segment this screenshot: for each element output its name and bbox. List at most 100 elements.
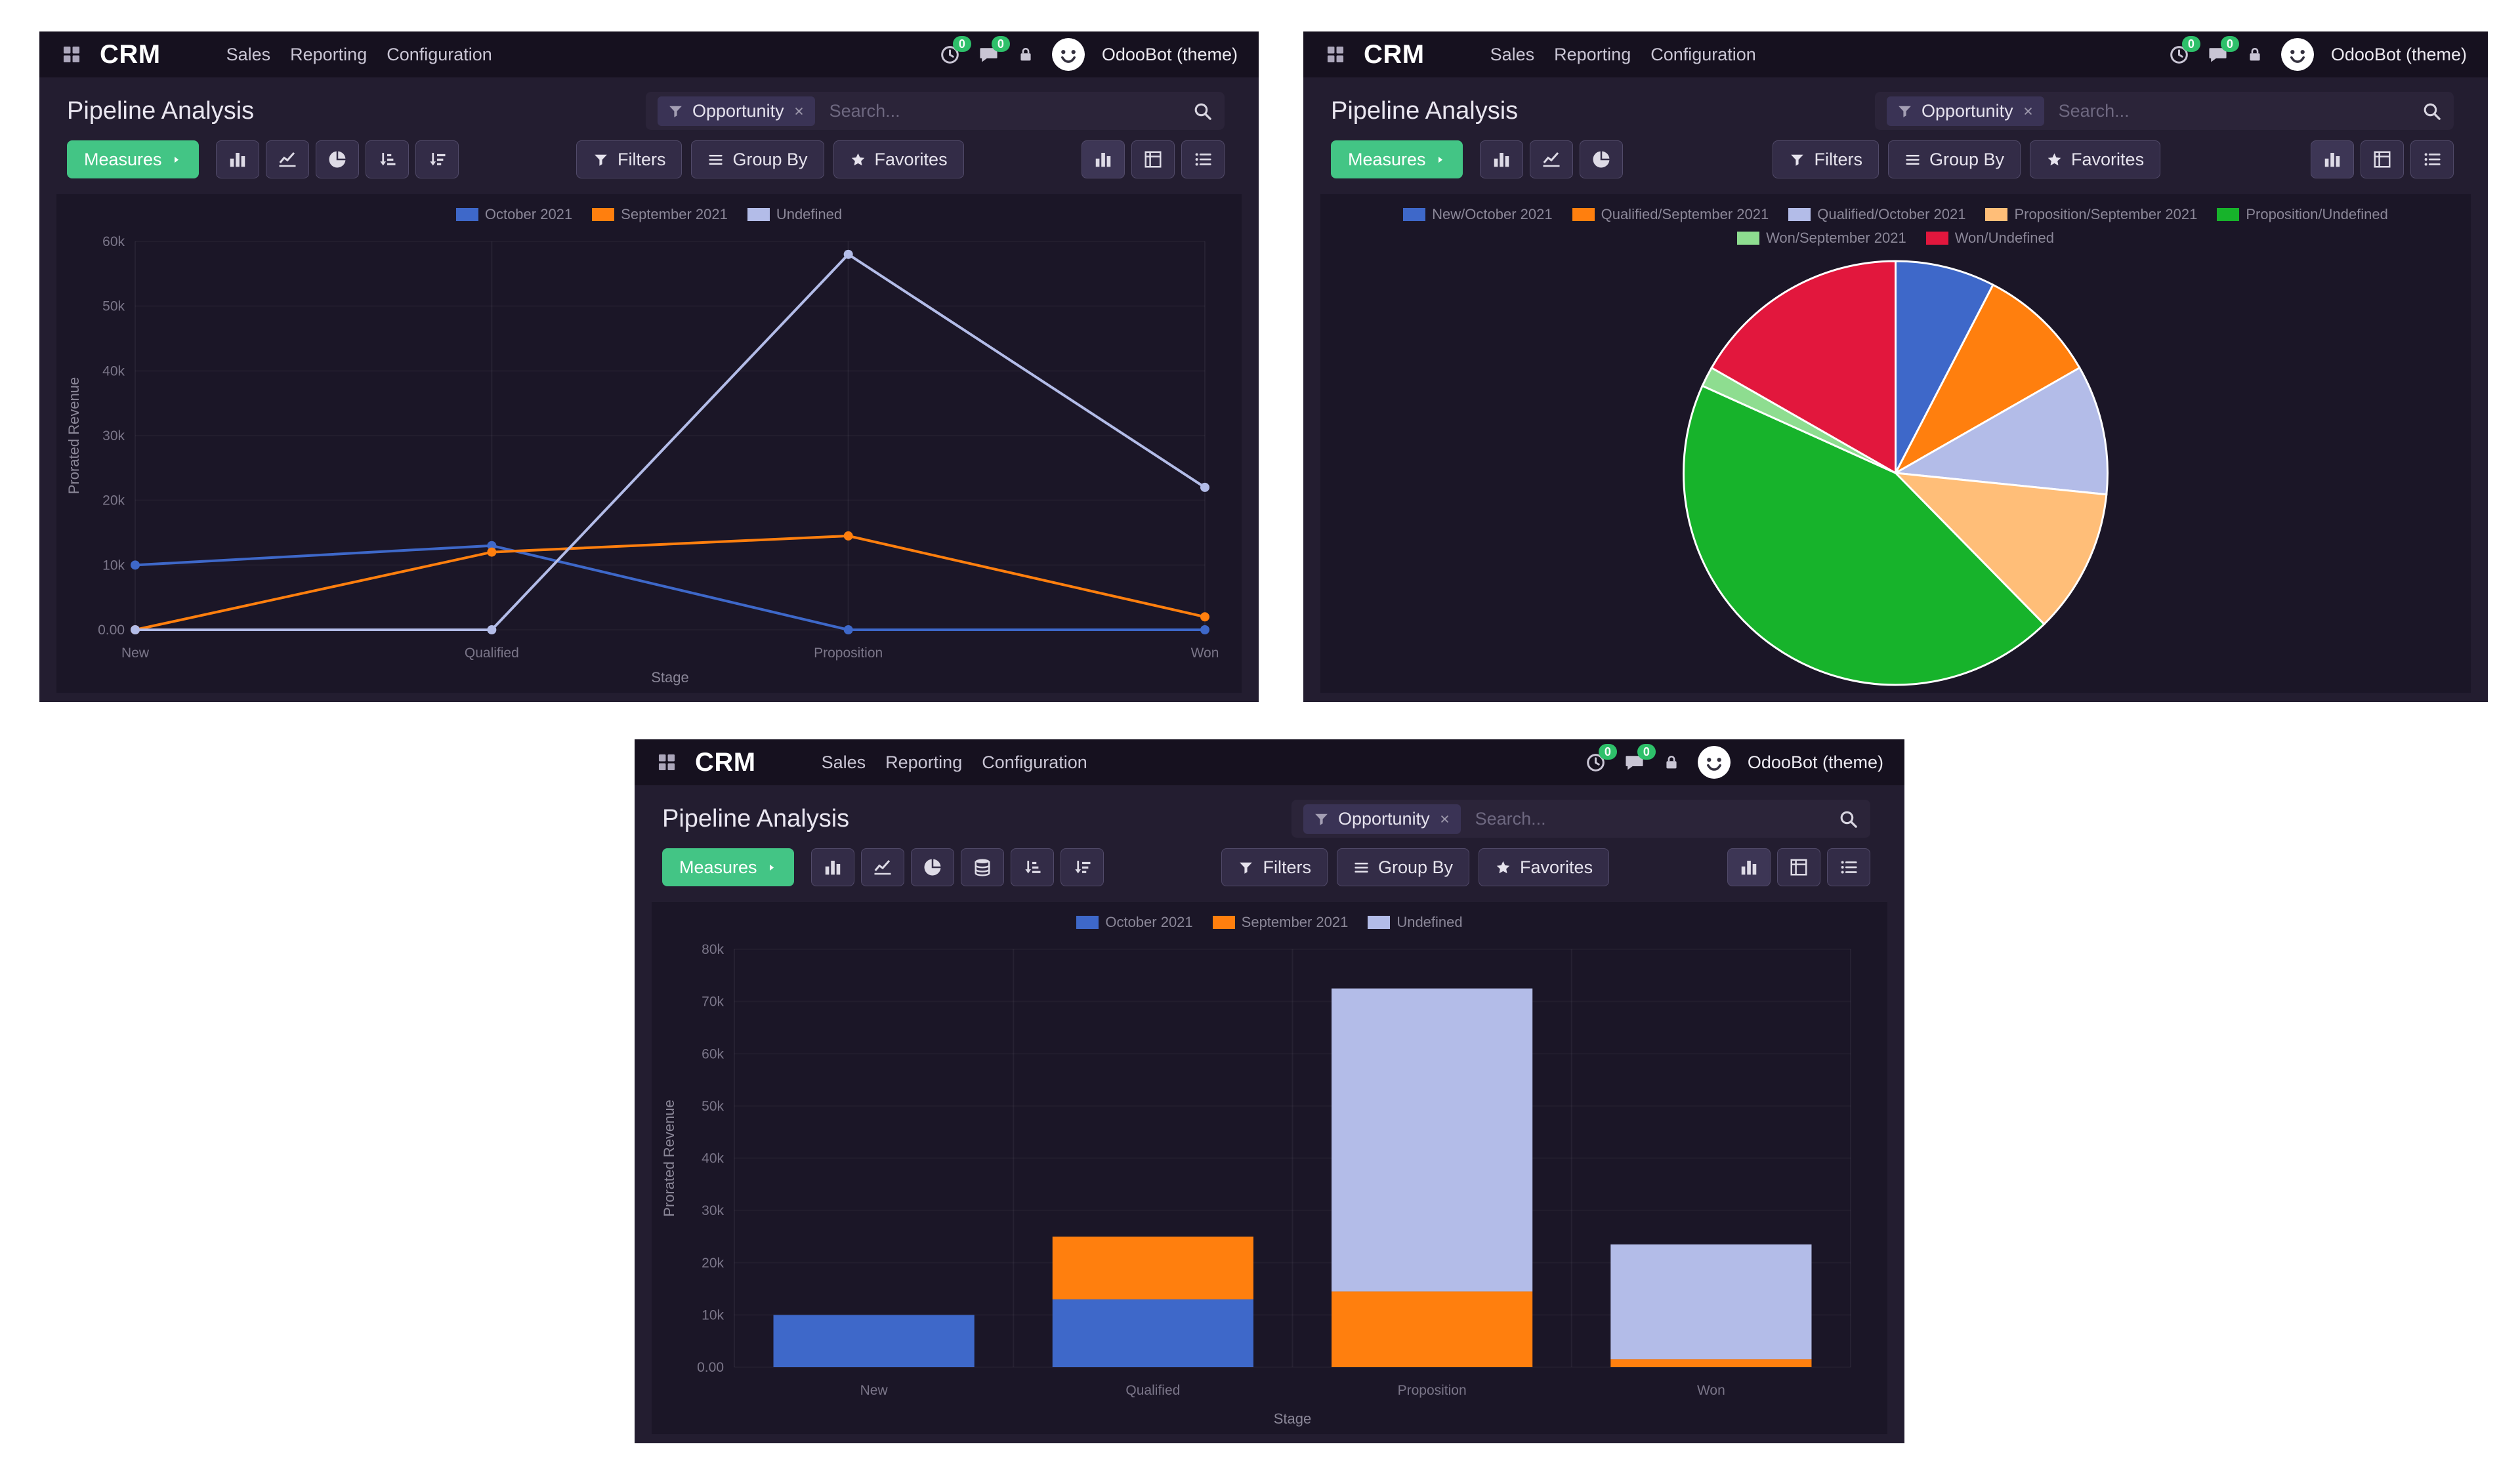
- menu-configuration[interactable]: Configuration: [982, 752, 1087, 772]
- bar-segment[interactable]: [1332, 988, 1533, 1292]
- menu-configuration[interactable]: Configuration: [1650, 44, 1756, 64]
- pie-chart-button[interactable]: [1579, 140, 1623, 178]
- menu-configuration[interactable]: Configuration: [387, 44, 492, 64]
- pie-slice[interactable]: [1683, 384, 2046, 686]
- search-box[interactable]: Opportunity Search...: [1875, 92, 2454, 130]
- data-point[interactable]: [843, 531, 853, 541]
- graph-view-button[interactable]: [1082, 140, 1125, 178]
- legend-item[interactable]: Won/Undefined: [1925, 230, 2054, 247]
- legend-item[interactable]: Qualified/September 2021: [1572, 206, 1769, 223]
- pie-slice[interactable]: [1892, 366, 2109, 496]
- data-point[interactable]: [1200, 612, 1209, 622]
- pie-chart-button[interactable]: [910, 848, 954, 886]
- user-avatar[interactable]: [2280, 38, 2314, 71]
- user-name[interactable]: OdooBot (theme): [1747, 752, 1883, 772]
- stacked-toggle-button[interactable]: [960, 848, 1004, 886]
- search-icon[interactable]: [1838, 809, 1858, 829]
- line-series[interactable]: [135, 253, 1206, 631]
- data-point[interactable]: [843, 625, 853, 634]
- graph-view-button[interactable]: [1727, 848, 1771, 886]
- data-point[interactable]: [487, 541, 497, 550]
- apps-menu-icon[interactable]: [1324, 43, 1347, 66]
- bar-segment[interactable]: [1610, 1359, 1812, 1367]
- bar-segment[interactable]: [1332, 1291, 1533, 1367]
- bar-segment[interactable]: [1610, 1244, 1812, 1360]
- favorites-button[interactable]: Favorites: [1479, 848, 1610, 886]
- legend-item[interactable]: Proposition/Undefined: [2217, 206, 2388, 223]
- line-chart-button[interactable]: [1529, 140, 1573, 178]
- list-view-button[interactable]: [1827, 848, 1870, 886]
- data-point[interactable]: [487, 625, 497, 634]
- search-input[interactable]: Search...: [2058, 100, 2130, 121]
- bar-chart-button[interactable]: [810, 848, 854, 886]
- legend-item[interactable]: Undefined: [1368, 914, 1463, 931]
- pie-chart-button[interactable]: [315, 140, 359, 178]
- favorites-button[interactable]: Favorites: [2030, 140, 2161, 178]
- activities-icon[interactable]: 0: [1585, 743, 1617, 773]
- bar-segment[interactable]: [773, 1315, 975, 1367]
- legend-item[interactable]: Qualified/October 2021: [1788, 206, 1965, 223]
- messages-icon[interactable]: 0: [978, 35, 1010, 66]
- data-point[interactable]: [1200, 482, 1209, 492]
- group-by-button[interactable]: Group By: [1336, 848, 1470, 886]
- bar-segment[interactable]: [1052, 1299, 1253, 1367]
- search-input[interactable]: Search...: [1475, 808, 1546, 829]
- pie-slice[interactable]: [1710, 260, 1897, 475]
- line-chart-button[interactable]: [860, 848, 904, 886]
- user-name[interactable]: OdooBot (theme): [2330, 44, 2467, 64]
- sort-ascending-button[interactable]: [1010, 848, 1054, 886]
- pie-slice[interactable]: [1893, 283, 2081, 476]
- user-avatar[interactable]: [1051, 38, 1085, 71]
- user-avatar[interactable]: [1697, 746, 1731, 779]
- legend-item[interactable]: New/October 2021: [1403, 206, 1553, 223]
- filters-button[interactable]: Filters: [1773, 140, 1879, 178]
- group-by-button[interactable]: Group By: [691, 140, 824, 178]
- sort-descending-button[interactable]: [1060, 848, 1104, 886]
- menu-sales[interactable]: Sales: [226, 44, 271, 64]
- messages-icon[interactable]: 0: [2207, 35, 2239, 66]
- favorites-button[interactable]: Favorites: [833, 140, 964, 178]
- line-chart-button[interactable]: [265, 140, 309, 178]
- legend-item[interactable]: Won/September 2021: [1737, 230, 1906, 247]
- sort-descending-button[interactable]: [415, 140, 459, 178]
- apps-menu-icon[interactable]: [60, 43, 83, 66]
- bar-chart-button[interactable]: [215, 140, 259, 178]
- list-view-button[interactable]: [1181, 140, 1225, 178]
- data-point[interactable]: [487, 547, 497, 557]
- pie-slice[interactable]: [1895, 260, 1995, 474]
- facet-remove-icon[interactable]: [793, 105, 805, 117]
- apps-menu-icon[interactable]: [656, 751, 678, 773]
- search-icon[interactable]: [2422, 101, 2442, 121]
- measures-button[interactable]: Measures: [1331, 140, 1463, 178]
- legend-item[interactable]: September 2021: [1212, 914, 1348, 931]
- filters-button[interactable]: Filters: [576, 140, 682, 178]
- search-icon[interactable]: [1192, 101, 1213, 121]
- app-name[interactable]: CRM: [1364, 39, 1425, 69]
- facet-remove-icon[interactable]: [2022, 105, 2034, 117]
- menu-sales[interactable]: Sales: [1490, 44, 1535, 64]
- user-name[interactable]: OdooBot (theme): [1101, 44, 1238, 64]
- pivot-view-button[interactable]: [1131, 140, 1175, 178]
- list-view-button[interactable]: [2410, 140, 2454, 178]
- graph-view-button[interactable]: [2311, 140, 2354, 178]
- messages-icon[interactable]: 0: [1624, 743, 1656, 773]
- line-series[interactable]: [135, 544, 1205, 631]
- measures-button[interactable]: Measures: [662, 848, 794, 886]
- data-point[interactable]: [131, 625, 140, 634]
- activities-icon[interactable]: 0: [2168, 35, 2200, 66]
- facet-remove-icon[interactable]: [1438, 813, 1451, 825]
- measures-button[interactable]: Measures: [67, 140, 199, 178]
- pivot-view-button[interactable]: [1777, 848, 1820, 886]
- menu-reporting[interactable]: Reporting: [1554, 44, 1631, 64]
- data-point[interactable]: [1200, 625, 1209, 634]
- data-point[interactable]: [843, 249, 853, 259]
- search-box[interactable]: Opportunity Search...: [646, 92, 1225, 130]
- menu-sales[interactable]: Sales: [821, 752, 866, 772]
- menu-reporting[interactable]: Reporting: [290, 44, 368, 64]
- bar-chart-button[interactable]: [1479, 140, 1523, 178]
- menu-reporting[interactable]: Reporting: [885, 752, 963, 772]
- activities-icon[interactable]: 0: [939, 35, 971, 66]
- app-name[interactable]: CRM: [100, 39, 161, 69]
- filters-button[interactable]: Filters: [1221, 848, 1328, 886]
- legend-item[interactable]: Proposition/September 2021: [1985, 206, 2197, 223]
